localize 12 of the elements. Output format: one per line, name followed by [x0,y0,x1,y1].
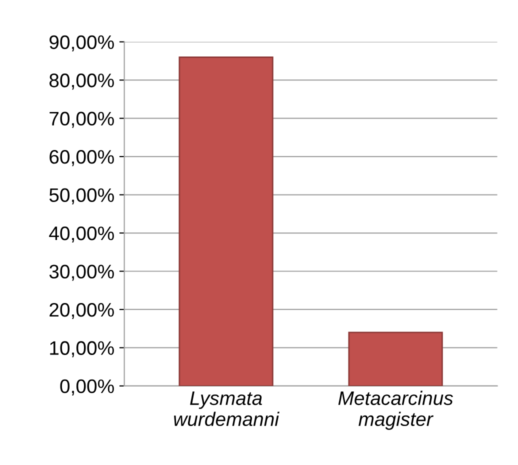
y-tick-label: 70,00% [50,112,114,128]
y-tick-label: 20,00% [50,302,114,320]
y-tick-label: 30,00% [49,264,114,281]
y-tick-label: 40,00% [49,226,114,243]
x-tick-label: Metacarcinus magister [338,390,453,430]
y-tick-label: 90,00% [50,35,114,52]
x-tick-label: Lysmata wurdemanni [174,392,280,426]
y-tick-label: 0,00% [60,379,114,396]
y-tick-label: 10,00% [50,341,114,358]
y-tick-label: 50,00% [49,188,114,204]
y-tick-label: 80,00% [50,74,114,90]
y-tick-label: 60,00% [50,150,114,166]
